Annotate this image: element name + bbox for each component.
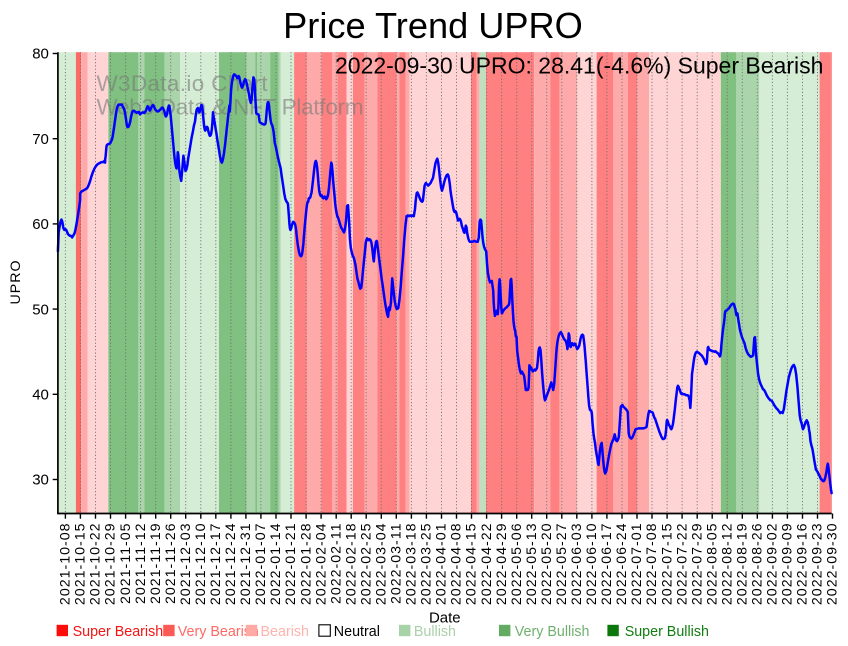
svg-text:2022-09-16: 2022-09-16 bbox=[795, 523, 811, 606]
svg-text:2022-07-29: 2022-07-29 bbox=[689, 523, 705, 606]
svg-text:2022-09-30: 2022-09-30 bbox=[825, 523, 841, 606]
svg-text:2022-03-18: 2022-03-18 bbox=[404, 523, 420, 606]
svg-text:2022-02-11: 2022-02-11 bbox=[328, 523, 344, 605]
svg-text:2022-02-18: 2022-02-18 bbox=[343, 523, 359, 606]
svg-text:2022-04-15: 2022-04-15 bbox=[464, 523, 480, 606]
svg-text:2021-11-26: 2021-11-26 bbox=[163, 523, 179, 605]
svg-text:2021-11-05: 2021-11-05 bbox=[118, 523, 134, 605]
svg-text:50: 50 bbox=[32, 301, 49, 318]
svg-text:2022-01-28: 2022-01-28 bbox=[298, 523, 314, 606]
svg-text:2022-06-10: 2022-06-10 bbox=[584, 523, 600, 606]
svg-text:2021-12-31: 2021-12-31 bbox=[238, 523, 254, 606]
svg-text:Super Bullish: Super Bullish bbox=[625, 624, 709, 640]
svg-text:2022-04-01: 2022-04-01 bbox=[434, 523, 450, 606]
svg-text:2022-02-25: 2022-02-25 bbox=[358, 523, 374, 606]
svg-text:2022-01-14: 2022-01-14 bbox=[268, 523, 284, 606]
svg-text:2022-04-22: 2022-04-22 bbox=[479, 523, 495, 606]
svg-text:2022-05-13: 2022-05-13 bbox=[524, 523, 540, 606]
svg-text:Very Bullish: Very Bullish bbox=[515, 624, 590, 640]
svg-text:Very Bearish: Very Bearish bbox=[178, 624, 259, 640]
svg-text:2022-08-19: 2022-08-19 bbox=[735, 523, 751, 606]
svg-text:Bearish: Bearish bbox=[261, 624, 310, 640]
svg-text:2022-06-24: 2022-06-24 bbox=[614, 523, 630, 606]
svg-text:Price Trend UPRO: Price Trend UPRO bbox=[283, 5, 583, 46]
svg-text:2021-10-22: 2021-10-22 bbox=[88, 523, 104, 606]
svg-text:Date: Date bbox=[429, 610, 461, 627]
svg-text:2022-08-26: 2022-08-26 bbox=[750, 523, 766, 606]
svg-text:2022-08-12: 2022-08-12 bbox=[719, 523, 735, 606]
svg-text:2022-05-27: 2022-05-27 bbox=[554, 523, 570, 606]
svg-text:2022-09-23: 2022-09-23 bbox=[810, 523, 826, 606]
svg-text:UPRO: UPRO bbox=[8, 260, 24, 305]
svg-text:70: 70 bbox=[32, 131, 49, 148]
svg-text:2021-11-19: 2021-11-19 bbox=[148, 523, 164, 605]
svg-text:2022-03-11: 2022-03-11 bbox=[389, 523, 405, 605]
svg-text:2022-02-04: 2022-02-04 bbox=[313, 523, 329, 606]
svg-text:Neutral: Neutral bbox=[334, 624, 380, 640]
svg-text:2022-06-03: 2022-06-03 bbox=[569, 523, 585, 606]
svg-text:2021-12-24: 2021-12-24 bbox=[223, 523, 239, 606]
svg-text:2022-03-04: 2022-03-04 bbox=[374, 523, 390, 606]
svg-text:2022-05-06: 2022-05-06 bbox=[509, 523, 525, 606]
svg-text:2022-04-29: 2022-04-29 bbox=[494, 523, 510, 606]
svg-text:2021-11-12: 2021-11-12 bbox=[133, 523, 149, 605]
svg-text:2022-07-22: 2022-07-22 bbox=[674, 523, 690, 606]
svg-text:2022-05-20: 2022-05-20 bbox=[539, 523, 555, 606]
svg-text:60: 60 bbox=[32, 216, 49, 233]
svg-text:2021-10-15: 2021-10-15 bbox=[73, 523, 89, 606]
svg-text:2022-07-01: 2022-07-01 bbox=[629, 523, 645, 606]
svg-text:30: 30 bbox=[32, 472, 49, 489]
svg-text:2021-12-10: 2021-12-10 bbox=[193, 523, 209, 606]
svg-text:2022-07-08: 2022-07-08 bbox=[644, 523, 660, 606]
svg-text:2022-03-25: 2022-03-25 bbox=[419, 523, 435, 606]
svg-text:2022-07-15: 2022-07-15 bbox=[659, 523, 675, 606]
svg-text:2021-10-08: 2021-10-08 bbox=[58, 523, 74, 606]
svg-text:40: 40 bbox=[32, 387, 49, 404]
svg-text:Super Bearish: Super Bearish bbox=[73, 624, 164, 640]
svg-text:80: 80 bbox=[32, 46, 49, 63]
svg-text:2021-10-29: 2021-10-29 bbox=[103, 523, 119, 606]
svg-text:2022-09-02: 2022-09-02 bbox=[765, 523, 781, 606]
svg-text:2022-01-07: 2022-01-07 bbox=[253, 523, 269, 606]
svg-text:2022-06-17: 2022-06-17 bbox=[599, 523, 615, 606]
svg-text:2022-04-08: 2022-04-08 bbox=[449, 523, 465, 606]
svg-text:Bullish: Bullish bbox=[414, 624, 456, 640]
svg-text:2021-12-17: 2021-12-17 bbox=[208, 523, 224, 606]
svg-text:2022-09-09: 2022-09-09 bbox=[780, 523, 796, 606]
svg-text:2022-01-21: 2022-01-21 bbox=[283, 523, 299, 606]
svg-text:2022-08-05: 2022-08-05 bbox=[704, 523, 720, 606]
svg-text:2022-09-30 UPRO: 28.41(-4.6%): 2022-09-30 UPRO: 28.41(-4.6%) Super Bear… bbox=[335, 52, 823, 78]
svg-text:2021-12-03: 2021-12-03 bbox=[178, 523, 194, 606]
